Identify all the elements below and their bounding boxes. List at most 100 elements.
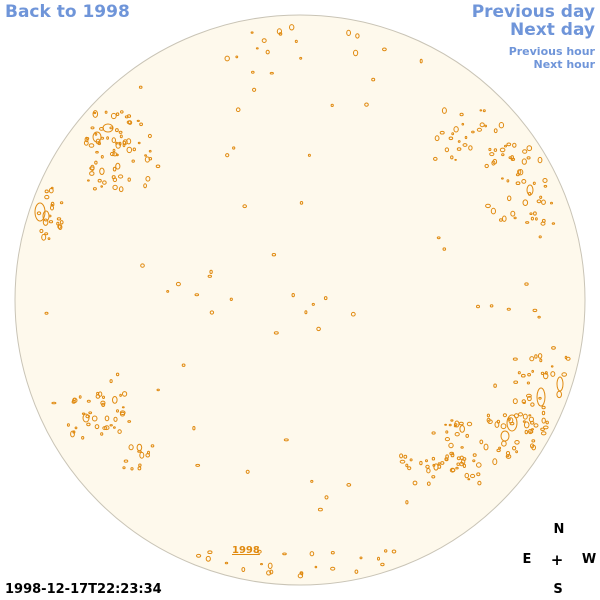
contour-mark [506,179,510,183]
contour-mark [399,459,406,464]
contour-mark [399,453,404,459]
contour-mark [508,156,512,160]
contour-mark [59,220,64,225]
contour-mark [47,237,51,241]
contour-mark [529,356,535,362]
contour-mark [232,146,236,150]
contour-mark [500,423,507,430]
contour-mark [84,136,89,143]
contour-mark [522,413,528,420]
contour-mark [118,130,123,134]
contour-mark [364,102,369,107]
contour-mark [323,296,328,301]
previous-day-link[interactable]: Previous day [471,2,595,22]
contour-mark [317,507,323,512]
contour-mark [498,446,502,450]
contour-mark [512,142,517,148]
contour-mark [92,131,102,143]
year-label[interactable]: 1998 [232,545,260,556]
contour-mark [462,463,466,468]
contour-mark [449,451,455,456]
contour-mark [502,215,507,222]
previous-hour-link[interactable]: Previous hour [508,45,595,58]
contour-mark [439,130,445,135]
contour-mark [99,167,105,176]
contour-mark [444,437,450,442]
contour-mark [522,401,526,404]
contour-mark [513,216,517,220]
next-hour-link[interactable]: Next hour [533,58,596,71]
contour-mark [467,478,471,481]
contour-mark [450,468,456,473]
back-to-year-link[interactable]: Back to 1998 [5,2,130,22]
contour-mark [542,178,548,183]
contour-mark [93,111,97,115]
contour-mark [137,466,142,471]
contour-mark [241,567,246,572]
contour-mark [465,433,470,438]
contour-mark [112,396,118,404]
contour-mark [460,446,464,449]
contour-mark [92,187,97,191]
contour-mark [405,500,409,505]
contour-mark [110,112,117,120]
contour-mark [489,304,494,308]
contour-mark [346,483,352,487]
contour-mark [72,397,78,403]
contour-mark [121,406,125,409]
contour-mark [112,184,118,191]
contour-mark [486,417,491,423]
contour-mark [541,199,546,205]
contour-mark [112,152,118,157]
contour-mark [34,202,46,222]
contour-mark [245,469,250,474]
contour-mark [550,201,553,205]
contour-mark [530,421,535,425]
contour-mark [330,103,334,108]
contour-mark [94,160,98,165]
contour-mark [235,107,241,112]
contour-mark [543,184,548,188]
contour-mark [533,423,539,428]
contour-mark [36,211,42,216]
contour-mark [532,181,536,186]
contour-mark [104,415,110,422]
contour-mark [464,135,468,140]
contour-mark [130,467,134,471]
contour-mark [541,218,546,223]
contour-mark [453,424,457,428]
contour-mark [330,566,336,571]
contour-mark [250,31,254,34]
contour-mark [537,156,543,164]
contour-mark [48,220,54,224]
contour-mark [88,143,95,148]
contour-mark [109,151,115,157]
contour-mark [489,152,495,157]
next-day-link[interactable]: Next day [510,20,595,40]
contour-mark [493,383,497,388]
contour-mark [120,110,124,114]
contour-mark [526,145,533,152]
contour-mark [537,353,543,359]
contour-mark [454,432,460,437]
contour-mark [139,451,145,459]
contour-mark [522,420,526,423]
contour-mark [433,156,438,161]
contour-mark [539,195,543,200]
contour-mark [119,411,126,417]
contour-mark [551,346,556,350]
contour-mark [97,141,102,146]
contour-mark [269,71,274,75]
contour-mark [496,448,501,453]
contour-mark [297,573,304,579]
contour-mark [242,204,247,209]
contour-mark [537,315,541,319]
contour-mark [521,158,527,165]
contour-mark [175,281,181,287]
contour-mark [524,429,528,435]
contour-mark [431,456,436,461]
contour-mark [116,409,119,413]
contour-mark [493,148,498,152]
contour-mark [436,236,441,240]
contour-mark [526,184,534,196]
